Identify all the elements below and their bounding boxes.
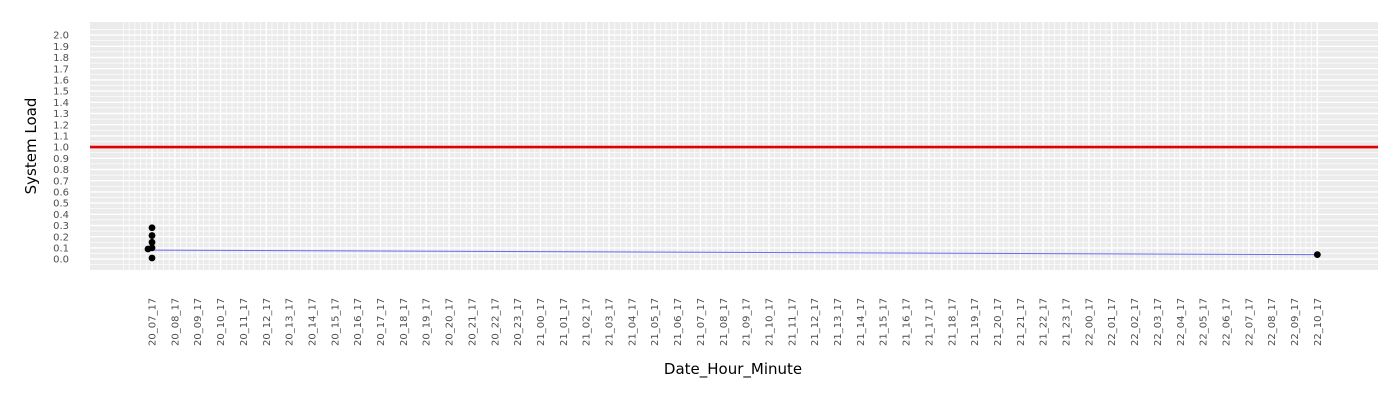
x-tick-label: 22_05_17 [1199,298,1210,346]
x-tick-label: 21_06_17 [673,298,684,346]
x-axis-title: Date_Hour_Minute [664,360,802,379]
y-tick-label: 1.4 [53,98,69,109]
y-axis-title: System Load [22,98,40,195]
x-tick-label: 22_07_17 [1244,298,1255,346]
x-tick-label: 20_23_17 [513,298,524,346]
x-tick-label: 22_06_17 [1221,298,1232,346]
x-tick-label: 21_08_17 [719,298,730,346]
y-tick-label: 1.0 [53,143,69,154]
y-tick-label: 0.8 [53,165,69,176]
y-tick-label: 0.4 [53,210,69,221]
x-tick-label: 22_02_17 [1130,298,1141,346]
x-tick-label: 21_01_17 [559,298,570,346]
x-tick-label: 21_21_17 [1016,298,1027,346]
x-tick-label: 20_10_17 [216,298,227,346]
x-tick-label: 21_20_17 [993,298,1004,346]
x-tick-label: 21_13_17 [833,298,844,346]
trend-line-group [151,249,1318,256]
x-tick-label: 20_11_17 [239,298,250,346]
x-tick-label: 20_15_17 [330,298,341,346]
x-tick-label: 21_03_17 [605,298,616,346]
x-tick-label: 22_01_17 [1107,298,1118,346]
y-tick-label: 0.0 [53,255,69,266]
x-tick-label: 21_19_17 [970,298,981,346]
x-tick-label: 20_17_17 [376,298,387,346]
data-point [1313,251,1321,259]
x-tick-label: 21_23_17 [1062,298,1073,346]
x-tick-label: 21_15_17 [879,298,890,346]
x-tick-label: 21_18_17 [947,298,958,346]
x-tick-label: 20_22_17 [490,298,501,346]
x-tick-label: 20_07_17 [148,298,159,346]
x-tick-label: 21_11_17 [787,298,798,346]
x-tick-label: 20_21_17 [467,298,478,346]
y-tick-label: 0.3 [53,221,69,232]
x-tick-label: 21_05_17 [650,298,661,346]
data-point [148,224,156,232]
data-point [148,232,156,239]
y-tick-label: 1.9 [53,42,69,53]
y-tick-label: 1.2 [53,120,69,131]
x-tick-label: 21_14_17 [856,298,867,346]
x-tick-label: 22_04_17 [1176,298,1187,346]
x-tick-label: 22_10_17 [1313,298,1324,346]
y-tick-label: 1.6 [53,76,69,87]
x-tick-label: 20_08_17 [170,298,181,346]
y-tick-label: 0.2 [53,232,69,243]
x-tick-label: 21_07_17 [696,298,707,346]
x-tick-label: 21_02_17 [582,298,593,346]
x-tick-label: 20_19_17 [422,298,433,346]
data-point [144,245,152,253]
y-tick-label: 0.5 [53,199,69,210]
x-tick-label: 20_09_17 [193,298,204,346]
x-tick-label: 20_20_17 [445,298,456,346]
y-tick-label: 1.1 [53,132,69,143]
data-point [148,254,156,262]
x-tick-label: 22_08_17 [1267,298,1278,346]
x-tick-label: 21_12_17 [810,298,821,346]
x-tick-label: 21_22_17 [1039,298,1050,346]
y-tick-label: 0.9 [53,154,69,165]
x-tick-label: 21_09_17 [742,298,753,346]
x-tick-label: 21_00_17 [536,298,547,346]
x-tick-label: 20_14_17 [307,298,318,346]
x-tick-label: 20_18_17 [399,298,410,346]
y-tick-label: 0.6 [53,188,69,199]
x-tick-label: 20_12_17 [262,298,273,346]
x-tick-label: 20_16_17 [353,298,364,346]
y-tick-label: 2.0 [53,31,69,42]
y-tick-label: 1.7 [53,64,69,75]
y-axis-ticks: 0.00.10.20.30.40.50.60.70.80.91.01.11.21… [53,31,69,266]
y-tick-label: 0.1 [53,244,69,255]
y-tick-label: 1.8 [53,53,69,64]
x-tick-label: 22_09_17 [1290,298,1301,346]
x-tick-label: 20_13_17 [285,298,296,346]
y-tick-label: 1.3 [53,109,69,120]
x-axis-ticks: 20_07_17 20_08_17 20_09_17 20_10_17 20_11_17… [148,298,1324,346]
x-tick-label: 22_00_17 [1084,298,1095,346]
y-tick-label: 0.7 [53,176,69,187]
x-tick-label: 21_16_17 [902,298,913,346]
data-point [148,238,156,246]
x-tick-label: 21_10_17 [764,298,775,346]
x-tick-label: 21_04_17 [627,298,638,346]
trend-line [151,249,1318,256]
y-tick-label: 1.5 [53,87,69,98]
data-points [144,224,1321,262]
x-tick-label: 21_17_17 [924,298,935,346]
x-tick-label: 22_03_17 [1153,298,1164,346]
